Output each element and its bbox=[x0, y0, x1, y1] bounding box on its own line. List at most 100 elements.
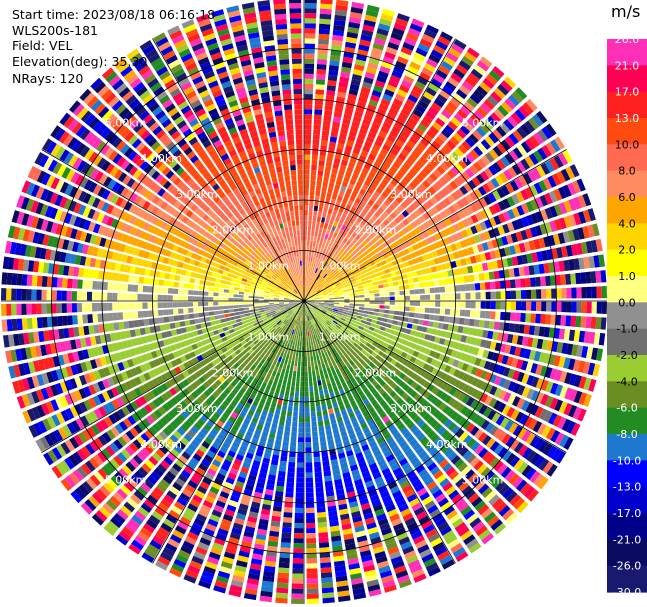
velocity-gate bbox=[395, 245, 403, 252]
velocity-gate bbox=[372, 358, 379, 365]
velocity-gate bbox=[465, 167, 475, 178]
velocity-gate bbox=[383, 367, 391, 375]
velocity-gate bbox=[318, 165, 325, 172]
velocity-gate bbox=[490, 112, 502, 124]
velocity-gate bbox=[430, 266, 438, 273]
velocity-gate bbox=[351, 336, 358, 342]
velocity-gate bbox=[497, 463, 508, 475]
velocity-gate bbox=[320, 191, 327, 198]
velocity-gate bbox=[475, 379, 484, 389]
velocity-gate bbox=[451, 493, 463, 504]
velocity-gate bbox=[398, 364, 406, 372]
velocity-gate bbox=[407, 348, 415, 355]
velocity-gate bbox=[376, 481, 386, 489]
velocity-gate bbox=[306, 310, 308, 316]
velocity-gate bbox=[334, 297, 340, 300]
velocity-gate bbox=[319, 285, 325, 289]
velocity-gate bbox=[344, 481, 354, 489]
velocity-gate bbox=[468, 274, 475, 282]
velocity-gate bbox=[299, 391, 304, 397]
velocity-gate bbox=[351, 316, 357, 321]
velocity-gate bbox=[304, 391, 309, 397]
velocity-gate bbox=[428, 186, 437, 195]
velocity-gate bbox=[383, 309, 390, 314]
velocity-gate bbox=[551, 301, 557, 312]
velocity-gate bbox=[419, 436, 429, 446]
velocity-gate bbox=[323, 281, 329, 286]
velocity-gate bbox=[404, 290, 410, 295]
velocity-gate bbox=[333, 432, 341, 440]
velocity-gate bbox=[315, 185, 322, 192]
velocity-gate bbox=[380, 125, 390, 134]
velocity-gate bbox=[329, 349, 335, 355]
velocity-gate bbox=[364, 236, 371, 243]
velocity-gate bbox=[387, 344, 394, 351]
velocity-gate bbox=[397, 204, 405, 213]
velocity-gate bbox=[297, 340, 300, 347]
velocity-gate bbox=[474, 402, 484, 413]
velocity-gate bbox=[332, 231, 338, 238]
velocity-gate bbox=[526, 253, 534, 264]
velocity-gate bbox=[550, 430, 561, 443]
velocity-gate bbox=[453, 369, 461, 378]
velocity-gate bbox=[531, 390, 540, 402]
velocity-gate bbox=[317, 53, 328, 60]
velocity-gate bbox=[506, 407, 516, 418]
velocity-gate bbox=[481, 533, 495, 545]
velocity-gate bbox=[436, 248, 443, 257]
velocity-gate bbox=[279, 362, 284, 369]
velocity-gate bbox=[425, 403, 434, 412]
velocity-gate bbox=[315, 89, 325, 95]
velocity-gate bbox=[487, 515, 500, 527]
velocity-gate bbox=[297, 366, 301, 372]
velocity-gate bbox=[360, 466, 369, 474]
velocity-gate bbox=[568, 329, 576, 342]
velocity-gate bbox=[349, 257, 355, 263]
velocity-gate bbox=[444, 124, 455, 135]
velocity-gate bbox=[500, 466, 512, 479]
velocity-gate bbox=[447, 357, 455, 366]
velocity-gate bbox=[283, 374, 289, 380]
velocity-gate bbox=[293, 345, 297, 351]
velocity-gate bbox=[439, 176, 449, 186]
velocity-gate bbox=[445, 183, 455, 193]
velocity-gate bbox=[444, 286, 451, 293]
velocity-gate bbox=[418, 215, 427, 223]
velocity-gate bbox=[536, 110, 548, 124]
velocity-gate bbox=[275, 371, 281, 378]
velocity-gate bbox=[509, 245, 516, 255]
velocity-gate bbox=[297, 442, 304, 448]
velocity-gate bbox=[497, 446, 508, 459]
velocity-gate bbox=[413, 573, 427, 583]
velocity-gate bbox=[315, 279, 319, 285]
velocity-gate bbox=[353, 64, 365, 72]
velocity-gate bbox=[310, 282, 313, 288]
velocity-gate bbox=[313, 124, 321, 131]
velocity-gate bbox=[429, 158, 439, 168]
velocity-gate bbox=[433, 98, 445, 108]
velocity-gate bbox=[304, 230, 308, 236]
velocity-gate bbox=[554, 369, 563, 382]
velocity-gate bbox=[346, 31, 359, 39]
velocity-gate bbox=[450, 411, 459, 421]
velocity-gate bbox=[582, 225, 590, 239]
velocity-gate bbox=[358, 418, 366, 426]
velocity-gate bbox=[352, 314, 358, 318]
velocity-gate bbox=[375, 32, 388, 41]
velocity-gate bbox=[479, 393, 489, 403]
velocity-gate bbox=[517, 444, 529, 457]
velocity-gate bbox=[317, 420, 324, 427]
velocity-gate bbox=[372, 203, 380, 211]
velocity-gate bbox=[304, 235, 307, 241]
velocity-gate bbox=[586, 301, 592, 314]
velocity-gate bbox=[371, 445, 380, 453]
velocity-gate bbox=[447, 120, 458, 131]
velocity-gate bbox=[308, 315, 311, 321]
velocity-gate bbox=[310, 406, 316, 412]
velocity-gate bbox=[318, 305, 324, 309]
velocity-gate bbox=[392, 320, 398, 325]
velocity-gate bbox=[312, 329, 315, 336]
velocity-gate bbox=[426, 393, 435, 402]
velocity-gate bbox=[554, 203, 563, 216]
velocity-gate bbox=[280, 455, 288, 462]
